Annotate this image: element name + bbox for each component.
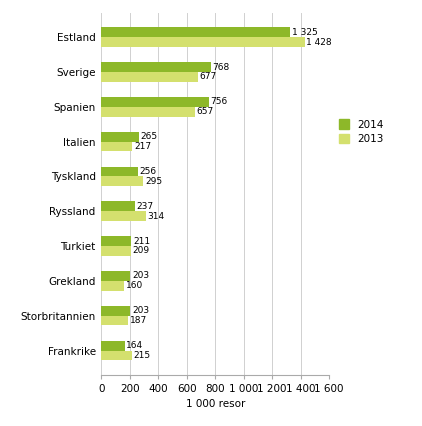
Text: 657: 657 [197, 107, 214, 116]
Bar [101, 141, 132, 151]
Text: 160: 160 [126, 281, 143, 290]
Bar [101, 281, 124, 291]
Text: 203: 203 [132, 306, 149, 315]
Bar [101, 236, 131, 246]
Bar [101, 176, 143, 186]
Bar [101, 271, 130, 281]
Text: 1 428: 1 428 [306, 37, 332, 46]
Bar [101, 316, 128, 325]
Bar [101, 107, 195, 117]
Bar [101, 97, 209, 107]
Text: 164: 164 [126, 341, 143, 350]
Text: 314: 314 [148, 212, 165, 221]
Text: 1 325: 1 325 [292, 28, 317, 37]
Bar [101, 132, 139, 141]
Text: 187: 187 [130, 316, 147, 325]
Bar [101, 62, 211, 72]
Text: 217: 217 [134, 142, 151, 151]
Text: 209: 209 [133, 246, 150, 256]
Bar [101, 211, 146, 221]
X-axis label: 1 000 resor: 1 000 resor [186, 400, 245, 409]
Bar [101, 37, 305, 47]
Text: 237: 237 [137, 202, 154, 211]
Bar [101, 27, 290, 37]
Bar [101, 201, 135, 211]
Legend: 2014, 2013: 2014, 2013 [339, 119, 384, 144]
Bar [101, 351, 132, 360]
Bar [101, 246, 131, 256]
Bar [101, 72, 197, 82]
Text: 677: 677 [200, 72, 216, 81]
Text: 265: 265 [141, 132, 158, 141]
Text: 768: 768 [212, 63, 230, 72]
Bar [101, 341, 124, 351]
Text: 256: 256 [139, 167, 157, 176]
Text: 295: 295 [145, 177, 162, 186]
Text: 756: 756 [211, 98, 228, 106]
Text: 203: 203 [132, 271, 149, 280]
Text: 215: 215 [134, 351, 151, 360]
Text: 211: 211 [133, 237, 150, 246]
Bar [101, 167, 138, 176]
Bar [101, 306, 130, 316]
